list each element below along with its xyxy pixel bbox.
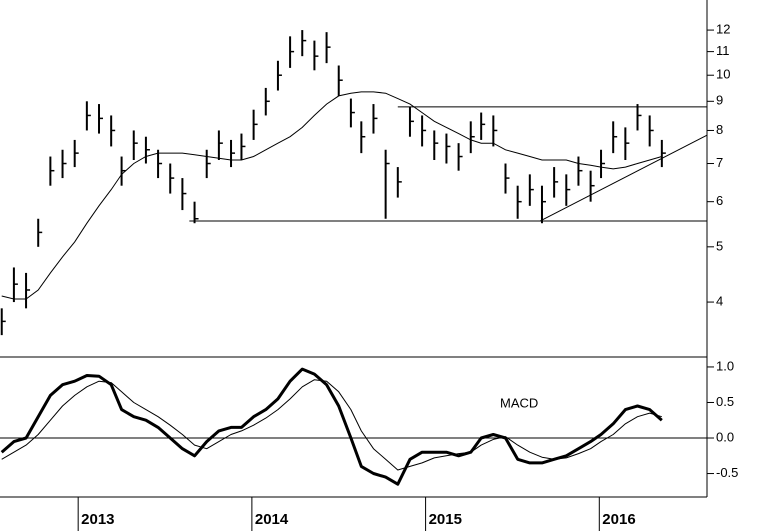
y-tick-label: 7 (716, 155, 723, 170)
y-tick-label: 0.0 (716, 429, 734, 444)
y-tick-label: 6 (716, 193, 723, 208)
y-tick-label: 12 (716, 22, 730, 37)
signal-line (1, 379, 662, 471)
moving-average (1, 91, 662, 300)
x-tick-label: 2015 (429, 511, 462, 528)
y-tick-label: 1.0 (716, 358, 734, 373)
y-tick-label: 4 (716, 294, 723, 309)
y-tick-label: 10 (716, 67, 730, 82)
macd-label: MACD (500, 395, 538, 410)
x-tick-label: 2016 (602, 511, 635, 528)
x-tick-label: 2014 (255, 511, 289, 528)
y-tick-label: -0.5 (716, 465, 738, 480)
macd-line (0, 367, 663, 486)
y-tick-label: 9 (716, 93, 723, 108)
y-tick-label: 11 (716, 43, 730, 58)
x-tick-label: 2013 (81, 511, 114, 528)
y-tick-label: 5 (716, 238, 723, 253)
trend-line (540, 134, 708, 222)
y-tick-label: 8 (716, 122, 723, 137)
y-tick-label: 0.5 (716, 394, 734, 409)
